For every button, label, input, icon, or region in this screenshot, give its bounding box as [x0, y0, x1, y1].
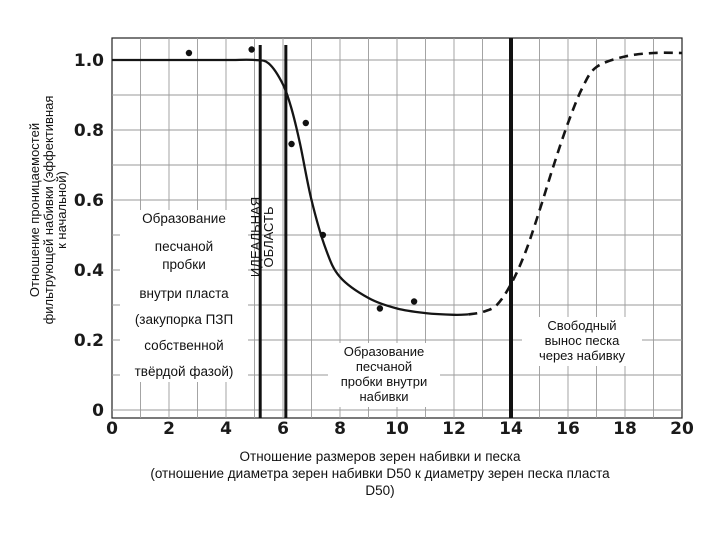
x-axis-title-line: Отношение размеров зерен набивки и песка: [239, 449, 521, 464]
y-tick-label: 0.2: [74, 331, 104, 351]
annotation-line: песчаной: [355, 358, 413, 374]
x-tick-label: 4: [220, 419, 232, 439]
data-point: [410, 298, 418, 305]
annotation-line: ОБЛАСТЬ: [261, 206, 276, 268]
data-point: [185, 49, 193, 57]
annotation-line: через набивку: [538, 347, 626, 363]
y-tick-label: 0.8: [74, 121, 104, 141]
annotation-line: Образование: [343, 344, 425, 359]
annotation-line: собственной: [144, 338, 224, 354]
x-tick-label: 6: [277, 419, 289, 439]
y-tick-label: 0.6: [74, 191, 104, 211]
annotation-right-region: Свободный вынос песка через набивку: [522, 317, 642, 366]
annotation-line: Образование: [142, 211, 226, 226]
y-tick-label: 0: [92, 401, 104, 421]
annotation-line: песчаной: [154, 239, 214, 255]
x-axis-title-line: (отношение диаметра зерен набивки D50 к …: [150, 465, 610, 481]
series-line-measured: [112, 58, 469, 316]
y-axis-title-line: Отношение проницаемостей: [27, 122, 42, 298]
x-tick-label: 14: [499, 419, 523, 439]
x-tick-label: 20: [670, 419, 694, 439]
x-tick-label: 18: [613, 419, 637, 439]
x-tick-label: 0: [106, 419, 118, 439]
y-axis-title-line: к начальной): [54, 171, 70, 249]
series-line-extrapolated: [468, 51, 683, 316]
x-axis-title-line: D50): [365, 482, 395, 498]
y-tick-label: 0.4: [74, 261, 104, 281]
annotation-line: (закупорка ПЗП: [134, 311, 234, 327]
data-point: [302, 119, 309, 127]
data-point: [376, 305, 384, 312]
x-tick-label: 16: [556, 419, 580, 439]
annotation-left-region: Образование песчаной пробки внутри пласт…: [120, 210, 248, 382]
annotation-line: Свободный: [547, 318, 617, 333]
y-tick-label: 1.0: [74, 51, 104, 71]
y-axis-title-line: фильтрующей набивки (эффективная: [40, 95, 56, 325]
annotation-line: пробки: [162, 257, 206, 273]
data-point: [319, 231, 327, 239]
annotation-line: твёрдой фазой): [134, 364, 234, 380]
annotation-line: вынос песка: [544, 332, 620, 348]
y-axis-title: Отношение проницаемостей фильтрующей наб…: [27, 80, 70, 340]
x-tick-label: 12: [442, 419, 466, 439]
annotation-middle-region: Образование песчаной пробки внутри набив…: [328, 343, 440, 407]
x-tick-label: 8: [334, 419, 346, 439]
annotation-line: набивки: [359, 388, 409, 404]
data-point: [288, 140, 295, 148]
annotation-ideal-region: ИДЕАЛЬНАЯ ОБЛАСТЬ: [248, 177, 276, 297]
x-tick-label: 10: [385, 419, 409, 439]
data-point: [248, 46, 255, 53]
x-tick-label: 2: [163, 419, 175, 439]
annotation-line: пробки внутри: [340, 373, 428, 389]
annotation-line: внутри пласта: [139, 285, 229, 301]
x-axis-title: Отношение размеров зерен набивки и песка…: [60, 449, 700, 500]
